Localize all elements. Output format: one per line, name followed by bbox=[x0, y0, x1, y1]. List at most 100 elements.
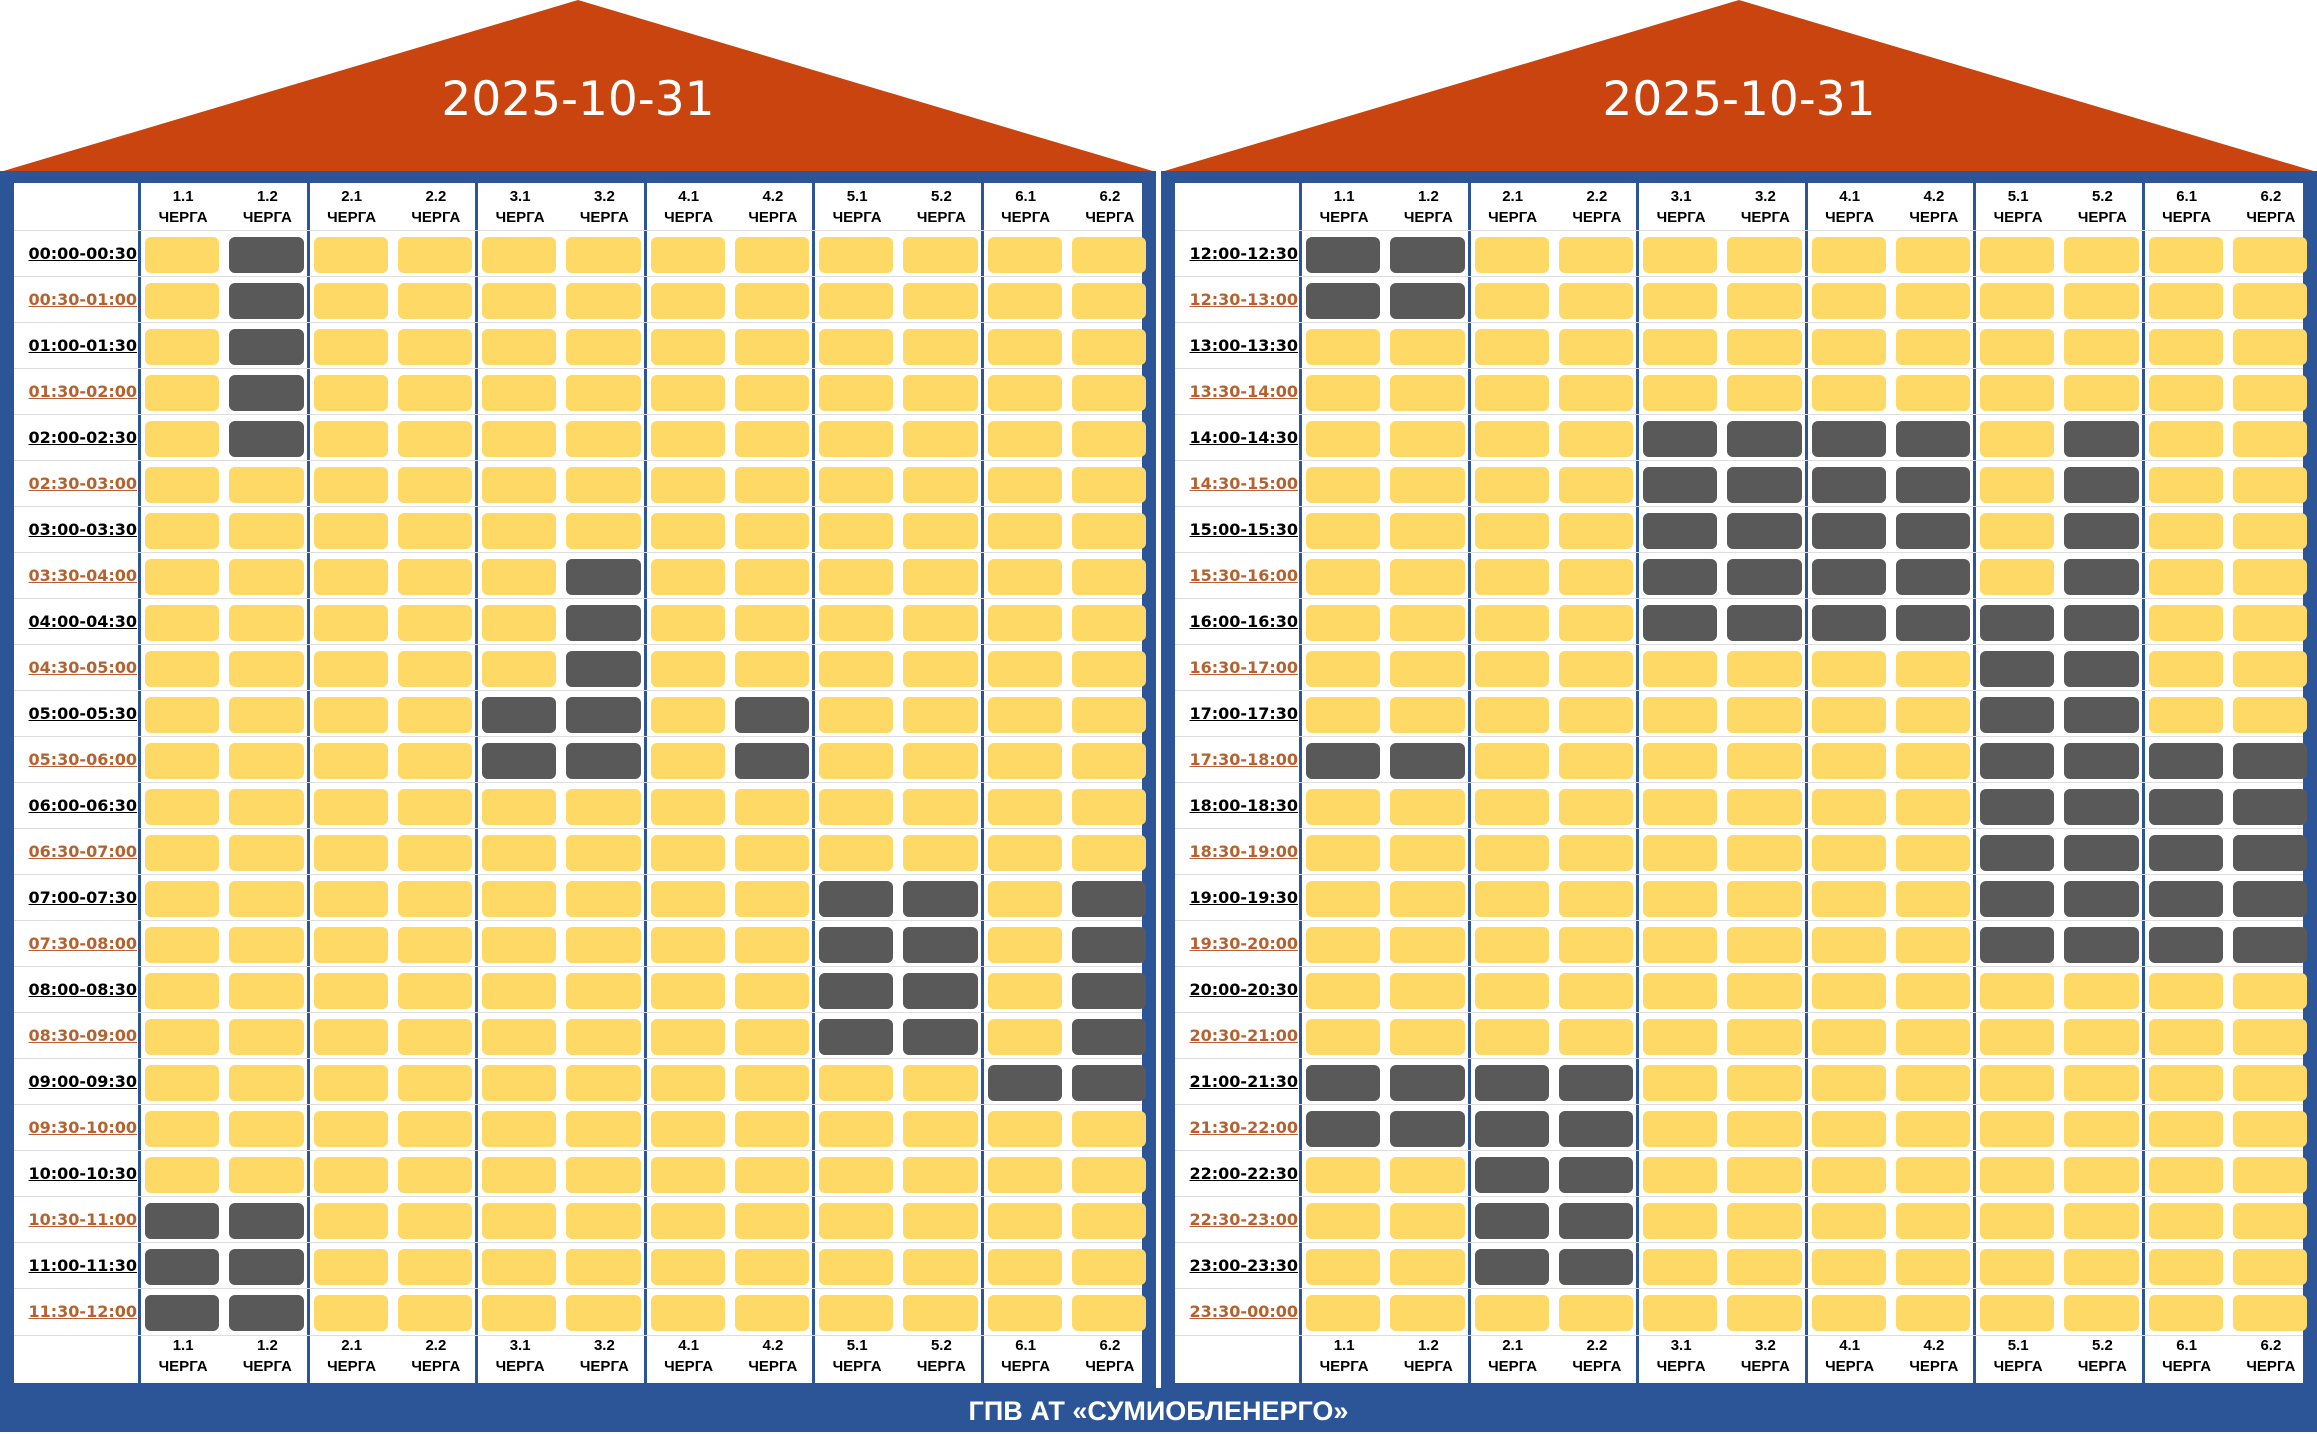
power-block bbox=[819, 283, 894, 319]
queue-number: 4.2 bbox=[762, 188, 784, 205]
power-block bbox=[2232, 973, 2307, 1009]
power-block bbox=[397, 973, 472, 1009]
power-block bbox=[313, 651, 388, 687]
group-separator bbox=[1804, 183, 1808, 1383]
power-block bbox=[229, 973, 304, 1009]
power-block bbox=[1727, 835, 1802, 871]
queue-word: ЧЕРГА bbox=[579, 1358, 629, 1375]
power-block bbox=[1727, 651, 1802, 687]
outage-block bbox=[229, 1295, 304, 1331]
power-block bbox=[1643, 1249, 1718, 1285]
power-block bbox=[1980, 329, 2055, 365]
power-block bbox=[1558, 283, 1633, 319]
power-block bbox=[2064, 1295, 2139, 1331]
outage-block bbox=[2064, 789, 2139, 825]
power-block bbox=[482, 513, 557, 549]
power-block bbox=[1727, 1249, 1802, 1285]
queue-word: ЧЕРГА bbox=[1319, 209, 1369, 226]
queue-number: 5.1 bbox=[2007, 188, 2029, 205]
row-divider bbox=[1175, 920, 2303, 921]
power-block bbox=[1558, 375, 1633, 411]
power-block bbox=[2064, 375, 2139, 411]
power-block bbox=[313, 1111, 388, 1147]
outage-block bbox=[2148, 835, 2223, 871]
power-block bbox=[1980, 467, 2055, 503]
outage-block bbox=[987, 1065, 1062, 1101]
power-block bbox=[2232, 237, 2307, 273]
power-block bbox=[650, 1111, 725, 1147]
power-block bbox=[566, 421, 641, 457]
power-block bbox=[734, 283, 809, 319]
power-block bbox=[1811, 1157, 1886, 1193]
power-block bbox=[1474, 1295, 1549, 1331]
power-block bbox=[903, 329, 978, 365]
power-block bbox=[482, 651, 557, 687]
power-block bbox=[1306, 1249, 1381, 1285]
outage-block bbox=[1558, 1065, 1633, 1101]
time-slot-label: 00:30-01:00 bbox=[28, 290, 138, 309]
power-block bbox=[313, 881, 388, 917]
power-block bbox=[650, 1019, 725, 1055]
power-block bbox=[1727, 927, 1802, 963]
top-header-queue-6.2: 6.2 ЧЕРГА bbox=[2229, 186, 2313, 228]
power-block bbox=[1643, 973, 1718, 1009]
roof-shape bbox=[0, 0, 1156, 172]
power-block bbox=[1811, 375, 1886, 411]
power-block bbox=[313, 467, 388, 503]
outage-block bbox=[1390, 1111, 1465, 1147]
power-block bbox=[566, 881, 641, 917]
power-block bbox=[1390, 1295, 1465, 1331]
power-block bbox=[819, 697, 894, 733]
power-block bbox=[313, 835, 388, 871]
power-block bbox=[397, 237, 472, 273]
row-divider bbox=[14, 736, 1142, 737]
time-slot-label: 01:30-02:00 bbox=[28, 382, 138, 401]
power-block bbox=[145, 1157, 220, 1193]
power-block bbox=[819, 375, 894, 411]
power-block bbox=[1474, 697, 1549, 733]
bottom-header-queue-4.2: 4.2 ЧЕРГА bbox=[1892, 1335, 1976, 1377]
power-block bbox=[1390, 789, 1465, 825]
queue-number: 1.1 bbox=[1333, 188, 1355, 205]
power-block bbox=[650, 651, 725, 687]
power-block bbox=[987, 1203, 1062, 1239]
queue-word: ЧЕРГА bbox=[1909, 209, 1959, 226]
power-block bbox=[482, 1019, 557, 1055]
power-block bbox=[1071, 605, 1146, 641]
power-block bbox=[397, 1111, 472, 1147]
power-block bbox=[1895, 329, 1970, 365]
power-block bbox=[482, 973, 557, 1009]
outage-block bbox=[903, 881, 978, 917]
group-separator bbox=[643, 183, 647, 1383]
power-block bbox=[566, 1249, 641, 1285]
power-block bbox=[1306, 1157, 1381, 1193]
power-block bbox=[313, 927, 388, 963]
row-divider bbox=[1175, 1242, 2303, 1243]
outage-block bbox=[1306, 1111, 1381, 1147]
power-block bbox=[1071, 559, 1146, 595]
row-divider bbox=[14, 230, 1142, 231]
queue-number: 4.2 bbox=[1923, 1337, 1945, 1354]
bottom-header-queue-2.1: 2.1 ЧЕРГА bbox=[310, 1335, 394, 1377]
power-block bbox=[1811, 835, 1886, 871]
time-slot-label: 12:30-13:00 bbox=[1189, 290, 1299, 309]
power-block bbox=[1558, 743, 1633, 779]
bottom-header-queue-6.1: 6.1 ЧЕРГА bbox=[984, 1335, 1068, 1377]
power-block bbox=[987, 605, 1062, 641]
power-block bbox=[2064, 1019, 2139, 1055]
power-block bbox=[987, 329, 1062, 365]
row-divider bbox=[1175, 414, 2303, 415]
row-divider bbox=[1175, 1150, 2303, 1151]
queue-word: ЧЕРГА bbox=[158, 209, 208, 226]
outage-block bbox=[1895, 421, 1970, 457]
row-divider bbox=[14, 276, 1142, 277]
power-block bbox=[145, 881, 220, 917]
queue-number: 4.2 bbox=[1923, 188, 1945, 205]
bottom-header-queue-4.2: 4.2 ЧЕРГА bbox=[731, 1335, 815, 1377]
power-block bbox=[482, 1065, 557, 1101]
power-block bbox=[2232, 283, 2307, 319]
outage-block bbox=[1558, 1249, 1633, 1285]
outage-block bbox=[1980, 789, 2055, 825]
power-block bbox=[1811, 283, 1886, 319]
outage-block bbox=[566, 651, 641, 687]
